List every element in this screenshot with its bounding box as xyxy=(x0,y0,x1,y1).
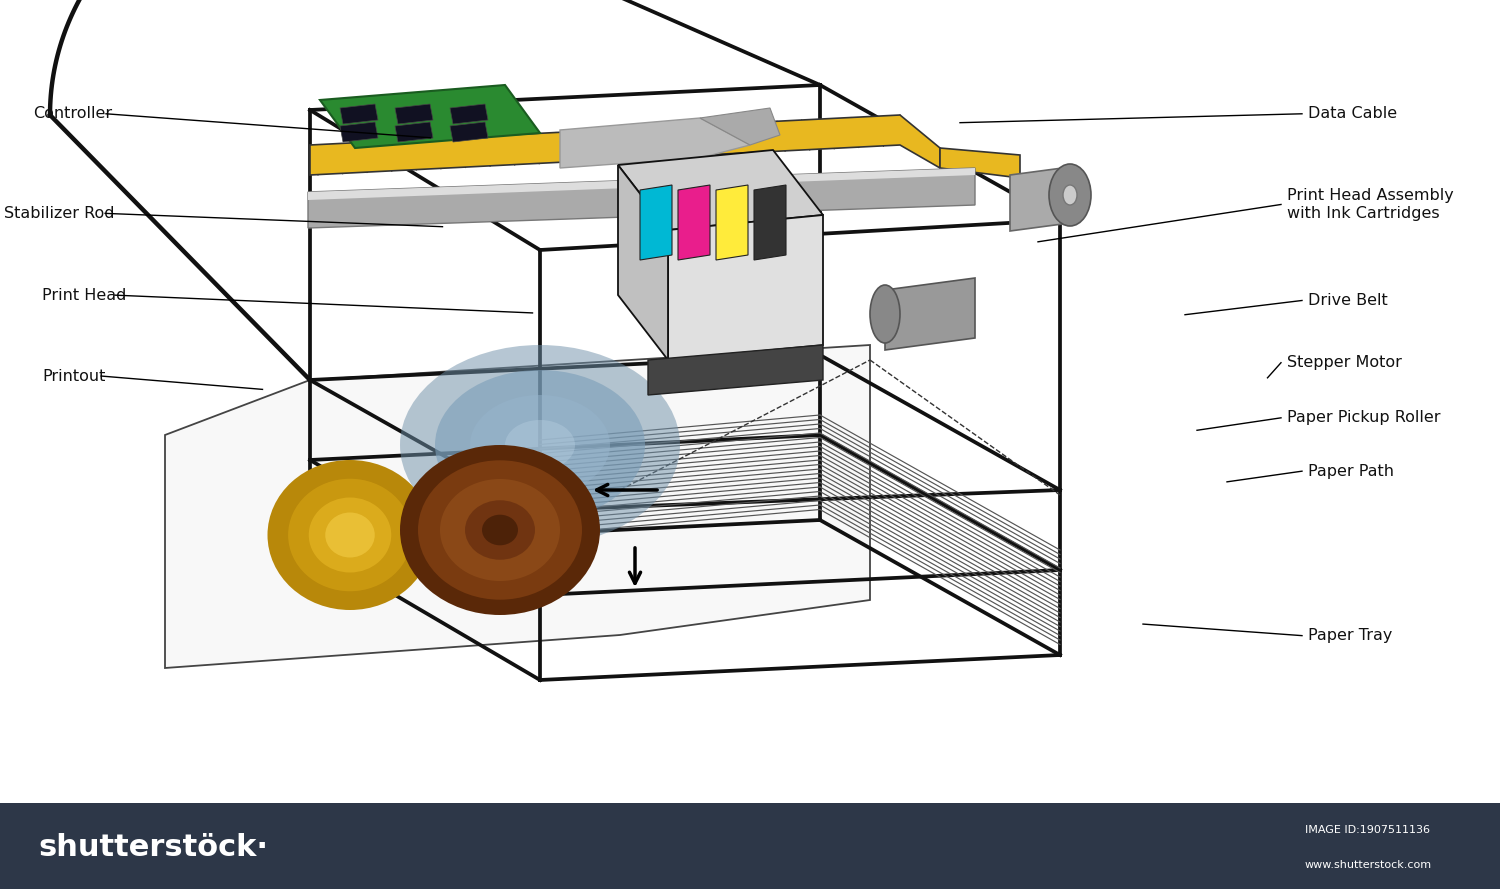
Polygon shape xyxy=(340,122,378,142)
Polygon shape xyxy=(450,104,488,124)
Ellipse shape xyxy=(465,501,536,560)
Ellipse shape xyxy=(419,461,582,600)
Polygon shape xyxy=(618,165,668,360)
Polygon shape xyxy=(320,85,540,148)
Ellipse shape xyxy=(267,460,432,610)
Polygon shape xyxy=(394,122,433,142)
Text: Printout: Printout xyxy=(42,369,105,383)
Ellipse shape xyxy=(470,395,610,495)
Polygon shape xyxy=(640,185,672,260)
Text: Paper Path: Paper Path xyxy=(1308,464,1394,478)
Ellipse shape xyxy=(309,498,392,573)
Text: Print Head: Print Head xyxy=(42,288,126,302)
Text: Data Cable: Data Cable xyxy=(1308,107,1396,121)
Text: Paper Pickup Roller: Paper Pickup Roller xyxy=(1287,411,1440,425)
Polygon shape xyxy=(648,345,824,395)
Polygon shape xyxy=(700,108,780,145)
Ellipse shape xyxy=(506,420,574,470)
Polygon shape xyxy=(394,104,433,124)
Polygon shape xyxy=(754,185,786,260)
Text: Controller: Controller xyxy=(33,107,112,121)
Polygon shape xyxy=(308,168,975,228)
Polygon shape xyxy=(310,115,941,175)
Text: Stabilizer Rod: Stabilizer Rod xyxy=(4,206,116,220)
Ellipse shape xyxy=(1064,185,1077,205)
Polygon shape xyxy=(716,185,748,260)
Polygon shape xyxy=(1010,167,1070,231)
Ellipse shape xyxy=(400,445,600,615)
Polygon shape xyxy=(450,122,488,142)
Text: Stepper Motor: Stepper Motor xyxy=(1287,356,1402,370)
Polygon shape xyxy=(618,150,824,230)
Polygon shape xyxy=(940,148,1020,178)
Text: Drive Belt: Drive Belt xyxy=(1308,293,1388,308)
Polygon shape xyxy=(560,118,750,168)
Ellipse shape xyxy=(1048,164,1090,226)
Ellipse shape xyxy=(400,345,680,545)
Polygon shape xyxy=(678,185,710,260)
Polygon shape xyxy=(165,345,870,668)
Text: Print Head Assembly
with Ink Cartridges: Print Head Assembly with Ink Cartridges xyxy=(1287,188,1454,220)
Ellipse shape xyxy=(440,479,560,581)
Ellipse shape xyxy=(482,515,518,545)
Bar xyxy=(0,803,1500,889)
Polygon shape xyxy=(668,215,824,360)
Ellipse shape xyxy=(435,370,645,520)
Ellipse shape xyxy=(288,479,412,591)
Text: www.shutterstock.com: www.shutterstock.com xyxy=(1305,860,1432,869)
Text: Paper Tray: Paper Tray xyxy=(1308,629,1392,643)
Ellipse shape xyxy=(870,285,900,343)
Polygon shape xyxy=(885,278,975,350)
Ellipse shape xyxy=(326,512,375,557)
Text: shutterstöck·: shutterstöck· xyxy=(38,833,268,862)
Polygon shape xyxy=(340,104,378,124)
Polygon shape xyxy=(308,168,975,200)
Text: IMAGE ID:1907511136: IMAGE ID:1907511136 xyxy=(1305,825,1430,836)
